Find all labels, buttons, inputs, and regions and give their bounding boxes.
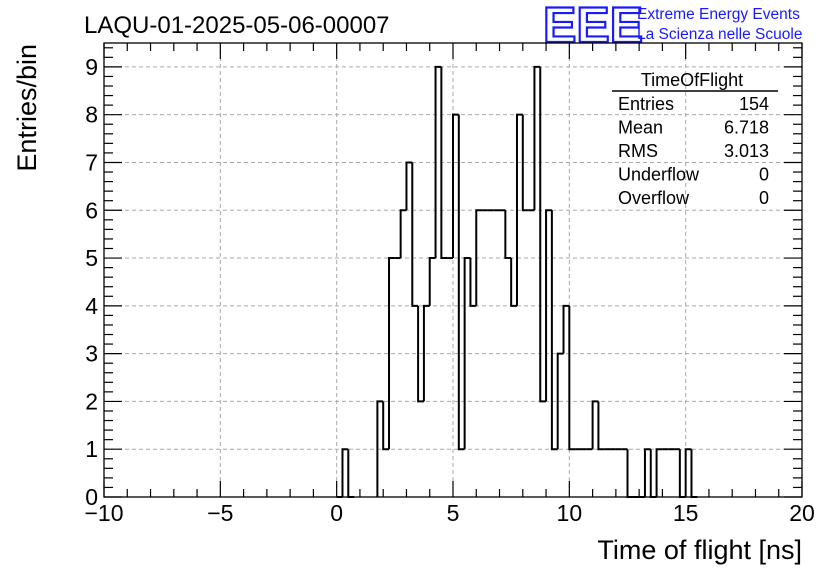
stats-row-label: Overflow (618, 188, 690, 208)
histogram-bin (515, 113, 523, 306)
grid (104, 43, 802, 497)
histogram-bin (562, 304, 570, 354)
x-tick-label: 20 (789, 500, 815, 526)
histogram-bin (347, 449, 355, 498)
histogram-bin (463, 257, 471, 450)
histogram-bin (469, 258, 477, 307)
y-tick-label: 1 (85, 436, 98, 462)
histogram-bin (452, 113, 459, 259)
stats-box-name: TimeOfFlight (641, 70, 743, 90)
histogram-bin (539, 66, 547, 403)
histogram-bin (417, 305, 424, 403)
x-tick-label: 5 (447, 500, 460, 526)
histogram-bin (428, 257, 436, 306)
histogram-bin (533, 65, 541, 211)
axis-ticks (103, 43, 803, 498)
histogram-bin (521, 114, 529, 212)
stats-row-label: Entries (618, 94, 674, 114)
y-tick-label: 2 (85, 388, 98, 414)
histogram-bin (510, 258, 517, 307)
y-tick-label: 7 (85, 149, 98, 175)
histogram-bin (655, 448, 663, 497)
histogram-bin (457, 114, 465, 451)
histogram-bin (341, 448, 349, 497)
x-tick-label: 10 (557, 500, 583, 526)
histogram-bin (504, 210, 512, 260)
y-tick-label: 0 (85, 484, 98, 510)
stats-row-label: RMS (618, 141, 658, 161)
eee-logo-line2: La Scienza nelle Scuole (637, 26, 802, 43)
histogram-bin (382, 401, 390, 451)
y-tick-label: 3 (85, 341, 98, 367)
stats-row-value: 6.718 (724, 118, 769, 138)
x-tick-labels: −10 −5 0 5 10 15 20 (84, 500, 814, 526)
y-tick-label: 4 (85, 293, 98, 319)
y-tick-label: 8 (85, 102, 98, 128)
histogram-bin (475, 209, 483, 306)
chart-title: LAQU-01-2025-05-06-00007 (84, 12, 390, 39)
histogram-bin (626, 449, 634, 498)
stats-rows: Entries 154 Mean 6.718 RMS 3.013 Underflow 0 Ove… (618, 94, 769, 208)
eee-logo-line1: Extreme Energy Events (637, 6, 800, 23)
histogram-bin (399, 209, 407, 259)
x-tick-label: 0 (330, 500, 343, 526)
stats-row-value: 0 (759, 165, 769, 185)
y-tick-label: 6 (85, 197, 98, 223)
histogram-bin (422, 304, 430, 402)
y-tick-labels: 0 1 2 3 4 5 6 7 8 9 (85, 54, 98, 510)
y-axis-label: Entries/bin (12, 44, 42, 172)
histogram-bin (556, 352, 564, 450)
histogram-bin (591, 400, 599, 450)
stats-box: TimeOfFlight Entries 154 Mean 6.718 RMS 3.013… (612, 70, 778, 208)
histogram-bin (643, 448, 651, 497)
histogram-bin (405, 161, 413, 211)
x-tick-label: 15 (673, 500, 699, 526)
y-tick-label: 5 (85, 245, 98, 271)
stats-row-value: 0 (759, 188, 769, 208)
histogram-bin (388, 257, 395, 450)
stats-row-label: Underflow (618, 165, 700, 185)
histogram-bin (376, 400, 384, 497)
x-tick-label: −10 (84, 500, 123, 526)
stats-row-label: Mean (618, 118, 663, 138)
histogram-bin (434, 65, 442, 259)
y-tick-label: 9 (85, 54, 98, 80)
histogram-bin (440, 66, 448, 260)
x-tick-label: −5 (207, 500, 233, 526)
histogram-bin (411, 162, 419, 307)
histogram-bin (690, 449, 698, 498)
x-axis-label: Time of flight [ns] (597, 535, 802, 565)
histogram-bin (545, 209, 552, 402)
histogram-bin (550, 210, 558, 451)
eee-logo: EEE Extreme Energy Events La Scienza nel… (542, 0, 803, 54)
stats-row-value: 3.013 (724, 141, 769, 161)
histogram-bin (597, 401, 605, 451)
stats-row-value: 154 (739, 94, 769, 114)
histogram-bin (568, 305, 576, 451)
